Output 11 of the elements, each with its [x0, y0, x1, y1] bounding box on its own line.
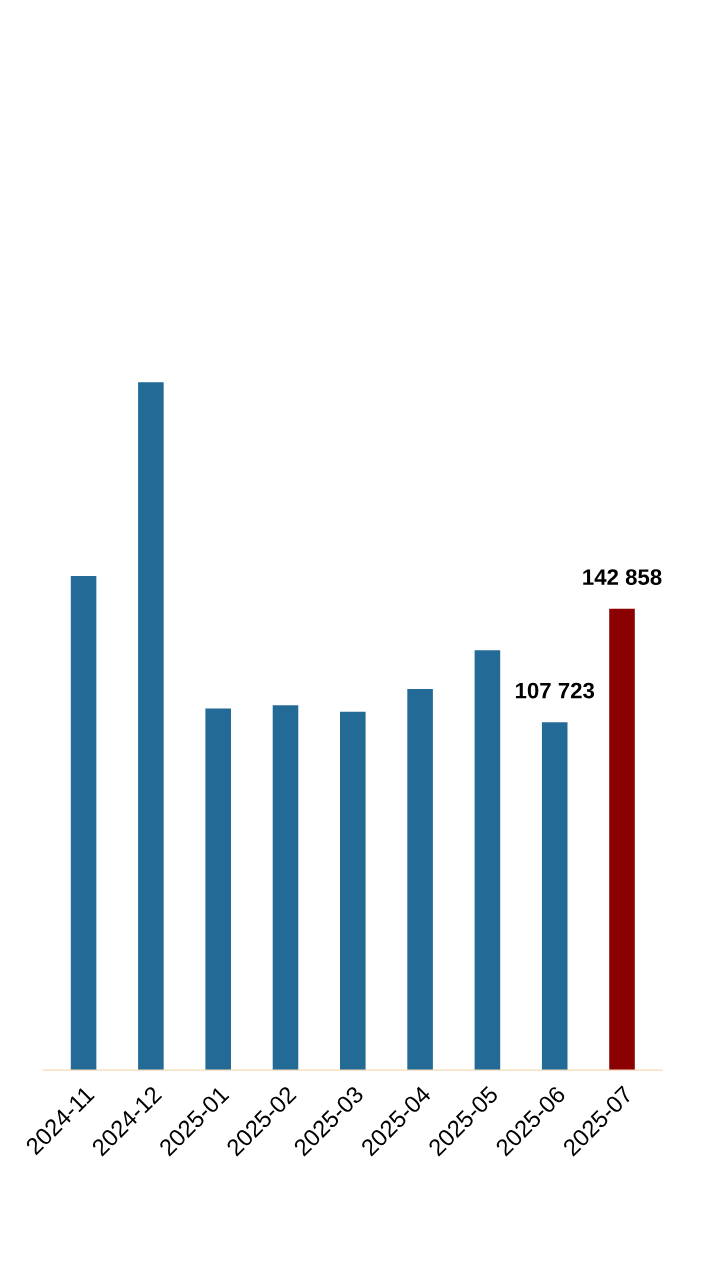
bar — [340, 711, 366, 1071]
data-label: 142 858 — [583, 569, 662, 585]
data-label: 107 723 — [515, 682, 595, 699]
bar — [541, 722, 568, 1071]
bar — [205, 708, 231, 1071]
bar — [70, 576, 97, 1071]
bar — [138, 382, 164, 1071]
bar — [272, 705, 299, 1071]
bar — [474, 650, 501, 1071]
bar — [407, 689, 433, 1071]
bar — [609, 608, 635, 1071]
